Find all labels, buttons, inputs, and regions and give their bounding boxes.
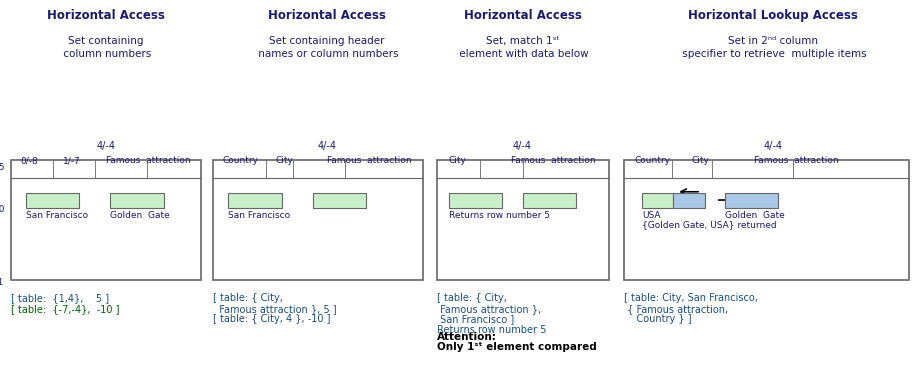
Bar xyxy=(673,193,704,208)
Text: San Francisco: San Francisco xyxy=(26,211,88,220)
Text: Horizontal Access: Horizontal Access xyxy=(267,9,385,23)
Text: [ table:  {1,4},    5 ]: [ table: {1,4}, 5 ] xyxy=(11,293,109,303)
Text: Set containing: Set containing xyxy=(68,36,143,46)
Text: USA: USA xyxy=(641,211,660,220)
Text: 14/-1: 14/-1 xyxy=(0,277,5,287)
Bar xyxy=(448,193,502,208)
Text: Famous  attraction: Famous attraction xyxy=(326,156,411,165)
Text: Horizontal Lookup Access: Horizontal Lookup Access xyxy=(687,9,857,23)
Bar xyxy=(522,193,575,208)
Text: Famous  attraction: Famous attraction xyxy=(754,156,838,165)
Text: { Famous attraction,: { Famous attraction, xyxy=(623,304,727,314)
Bar xyxy=(11,160,200,280)
Text: Returns row number 5: Returns row number 5 xyxy=(448,211,550,220)
Bar xyxy=(623,160,908,280)
Text: specifier to retrieve  multiple items: specifier to retrieve multiple items xyxy=(678,49,866,59)
Text: San Francisco ]: San Francisco ] xyxy=(437,314,514,324)
Text: names or column numbers: names or column numbers xyxy=(255,49,398,59)
Bar xyxy=(312,193,366,208)
Bar xyxy=(641,193,673,208)
Text: Country: Country xyxy=(634,156,670,165)
Bar xyxy=(26,193,79,208)
Text: Attention:: Attention: xyxy=(437,332,496,342)
Text: [ table: { City,: [ table: { City, xyxy=(437,293,506,303)
Text: 4/-4: 4/-4 xyxy=(317,141,335,151)
Text: 5/-10: 5/-10 xyxy=(0,205,5,214)
Text: 4/-4: 4/-4 xyxy=(96,141,115,151)
Text: Horizontal Access: Horizontal Access xyxy=(463,9,581,23)
Bar xyxy=(724,193,777,208)
Text: 0/-8: 0/-8 xyxy=(20,156,38,165)
Text: {Golden Gate, USA} returned: {Golden Gate, USA} returned xyxy=(641,220,776,229)
Bar xyxy=(228,193,281,208)
Text: Famous  attraction: Famous attraction xyxy=(106,156,190,165)
Text: City: City xyxy=(276,156,293,165)
Text: Golden  Gate: Golden Gate xyxy=(724,211,784,220)
Text: Set, match 1ˢᵗ: Set, match 1ˢᵗ xyxy=(485,36,559,46)
Text: City: City xyxy=(448,156,466,165)
Text: Horizontal Access: Horizontal Access xyxy=(47,9,165,23)
Text: element with data below: element with data below xyxy=(456,49,588,59)
Bar xyxy=(437,160,608,280)
Text: Set in 2ⁿᵈ column: Set in 2ⁿᵈ column xyxy=(727,36,817,46)
Text: Set containing header: Set containing header xyxy=(268,36,384,46)
Text: Golden  Gate: Golden Gate xyxy=(110,211,170,220)
Text: [ table:  {-7,-4},  -10 ]: [ table: {-7,-4}, -10 ] xyxy=(11,304,119,314)
Text: [ table: City, San Francisco,: [ table: City, San Francisco, xyxy=(623,293,757,303)
Text: column numbers: column numbers xyxy=(60,49,152,59)
Text: Famous  attraction: Famous attraction xyxy=(510,156,595,165)
Bar xyxy=(110,193,164,208)
Bar xyxy=(213,160,423,280)
Text: 0/-15: 0/-15 xyxy=(0,162,5,171)
Text: City: City xyxy=(691,156,709,165)
Text: Famous attraction },: Famous attraction }, xyxy=(437,304,540,314)
Text: Famous attraction }, 5 ]: Famous attraction }, 5 ] xyxy=(213,304,336,314)
Text: [ table: { City,: [ table: { City, xyxy=(213,293,283,303)
Text: 1/-7: 1/-7 xyxy=(62,156,80,165)
Text: 4/-4: 4/-4 xyxy=(513,141,531,151)
Text: Country } ]: Country } ] xyxy=(623,314,691,324)
Text: San Francisco: San Francisco xyxy=(228,211,290,220)
Text: Only 1ˢᵗ element compared: Only 1ˢᵗ element compared xyxy=(437,342,596,352)
Text: Country: Country xyxy=(222,156,258,165)
Text: [ table: { City, 4 }, -10 ]: [ table: { City, 4 }, -10 ] xyxy=(213,314,331,324)
Text: 4/-4: 4/-4 xyxy=(763,141,781,151)
Text: Returns row number 5: Returns row number 5 xyxy=(437,325,546,335)
